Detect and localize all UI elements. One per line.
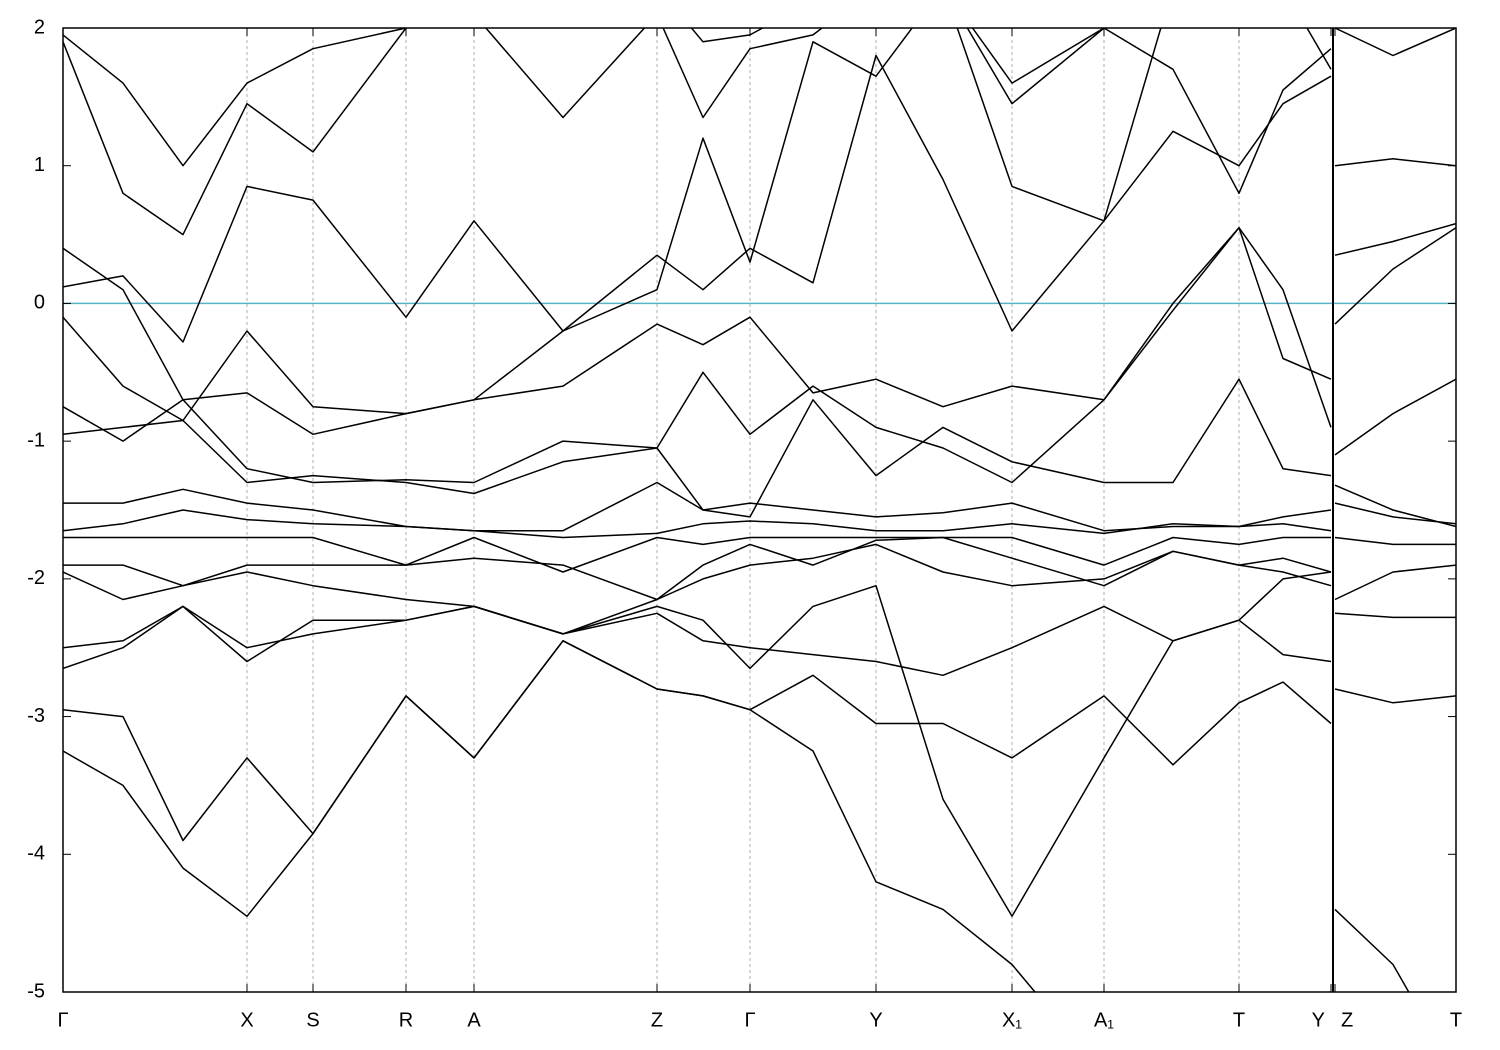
y-tick-label: 0 [34, 292, 45, 314]
x-tick-label: A [467, 1009, 481, 1031]
x-tick-label: Z [651, 1009, 663, 1031]
x-tick-label: Y [869, 1009, 882, 1031]
x-tick-label: X₁ [1002, 1009, 1022, 1031]
x-tick-label: Γ [744, 1009, 755, 1031]
x-tick-label: Z [1341, 1009, 1353, 1031]
x-tick-label: Y [1312, 1009, 1325, 1031]
x-tick-label: A₁ [1094, 1009, 1114, 1031]
y-tick-label: -4 [27, 843, 45, 865]
y-tick-label: 1 [34, 154, 45, 176]
band-line [63, 28, 1332, 222]
y-tick-label: -2 [27, 567, 45, 589]
x-tick-label: Γ [57, 1009, 68, 1031]
x-tick-label: S [306, 1009, 319, 1031]
x-tick-label: R [399, 1009, 413, 1031]
band-line [63, 222, 1456, 484]
x-tick-label: T [1450, 1009, 1462, 1031]
y-tick-label: 2 [34, 16, 45, 38]
band-line [63, 227, 1456, 518]
band-line [63, 28, 1106, 236]
x-tick-label: X [240, 1009, 253, 1031]
band-line [63, 640, 1410, 992]
band-line [63, 502, 1456, 601]
band-line [63, 605, 1456, 677]
y-tick-label: -3 [27, 705, 45, 727]
band-line [63, 28, 1456, 436]
y-tick-label: -1 [27, 429, 45, 451]
plot-frame [62, 27, 1457, 993]
band-line [63, 28, 1332, 343]
band-line [63, 536, 1456, 635]
y-tick-label: -5 [27, 980, 45, 1002]
plot-area [63, 28, 1456, 992]
band-line [63, 378, 1456, 532]
band-line [63, 158, 1456, 422]
band-line [63, 509, 1332, 539]
band-line [63, 564, 1456, 918]
x-tick-label: T [1233, 1009, 1245, 1031]
band-line [63, 640, 1456, 842]
band-line [63, 484, 1456, 573]
